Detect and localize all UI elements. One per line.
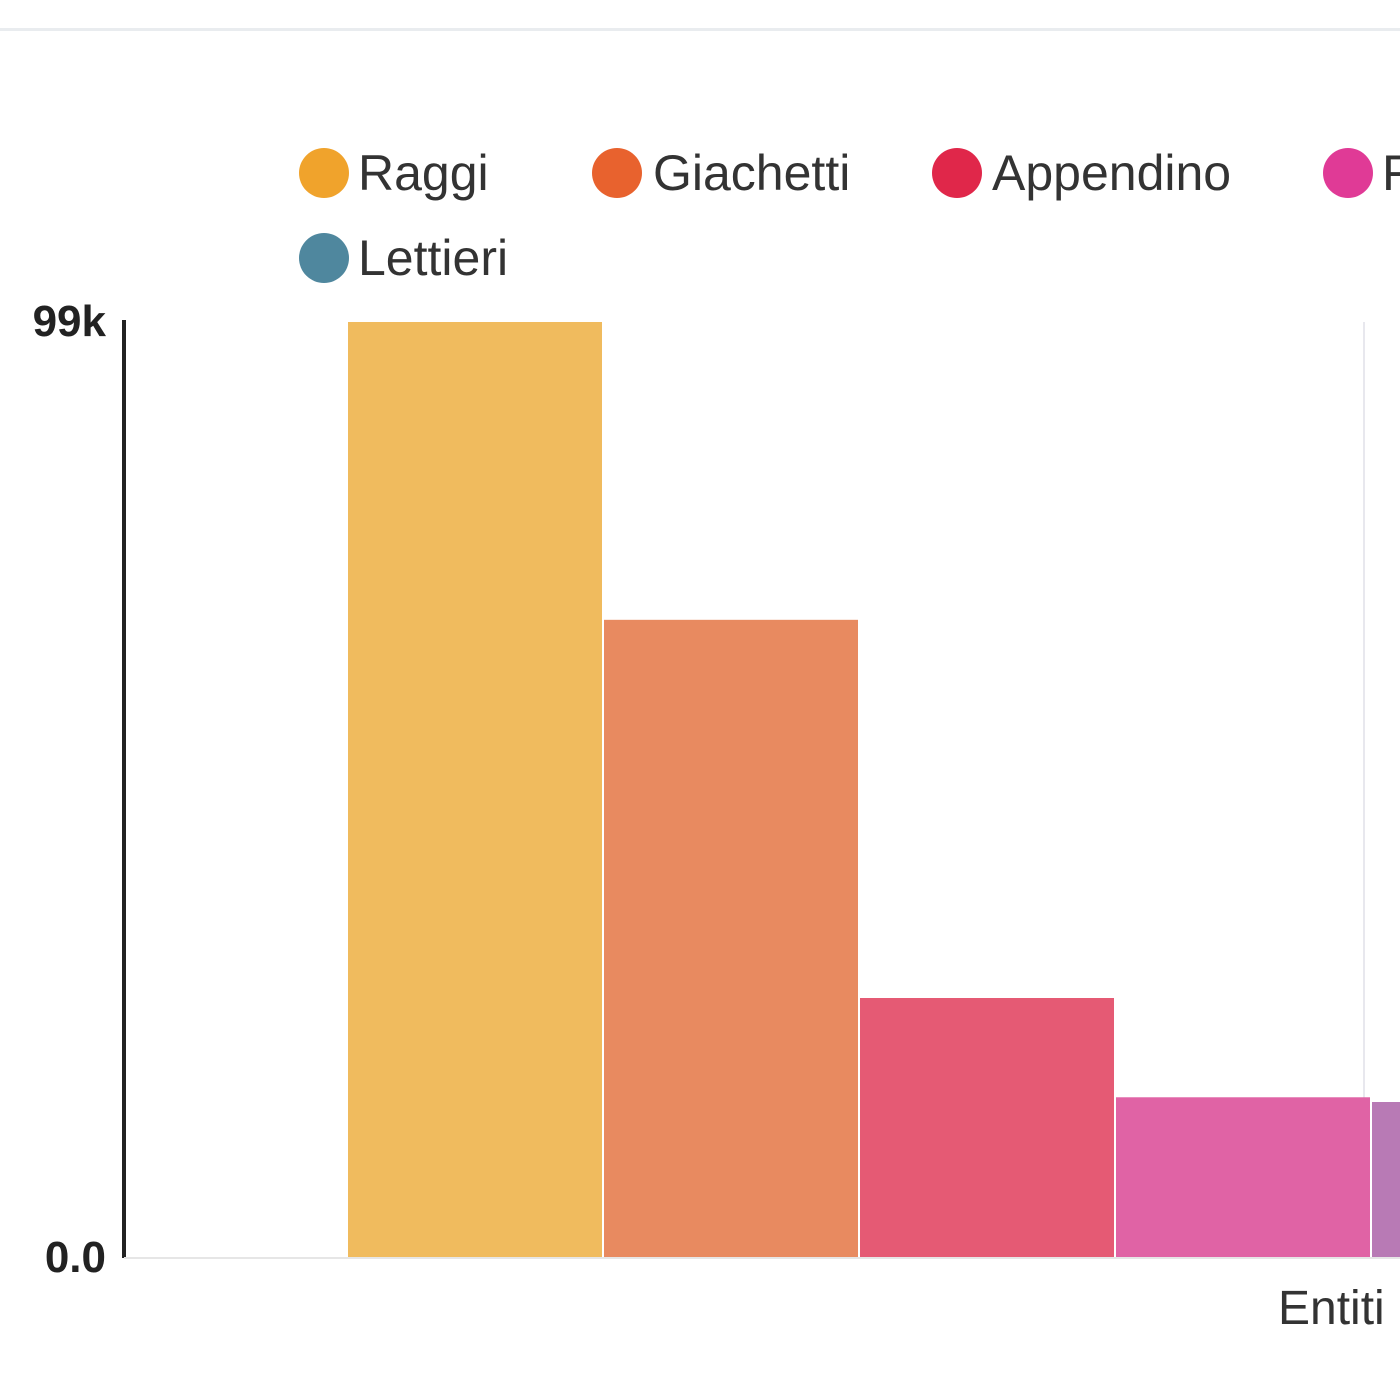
bar-fassina[interactable]	[1116, 1097, 1370, 1258]
legend-item-giachetti[interactable]: Giachetti	[592, 145, 850, 201]
bar-raggi[interactable]	[348, 322, 602, 1258]
bars-group	[348, 322, 1400, 1258]
legend-label-lettieri: Lettieri	[358, 230, 508, 286]
legend-label-fassina: F	[1382, 145, 1400, 201]
y-tick-label-max: 99k	[33, 297, 107, 346]
legend-swatch-lettieri	[299, 233, 349, 283]
legend-item-raggi[interactable]: Raggi	[299, 145, 489, 201]
legend-swatch-fassina	[1323, 148, 1373, 198]
legend-swatch-giachetti	[592, 148, 642, 198]
legend-label-giachetti: Giachetti	[653, 145, 850, 201]
top-divider	[0, 28, 1400, 31]
bar-appendino[interactable]	[860, 998, 1114, 1258]
legend-swatch-appendino	[932, 148, 982, 198]
legend-item-appendino[interactable]: Appendino	[932, 145, 1231, 201]
legend-item-fassina[interactable]: F	[1323, 145, 1400, 201]
legend-label-appendino: Appendino	[992, 145, 1231, 201]
bar-giachetti[interactable]	[604, 619, 858, 1258]
x-axis-label: Entiti	[1278, 1282, 1385, 1335]
bar-lettieri[interactable]	[1372, 1102, 1400, 1258]
legend-label-raggi: Raggi	[358, 145, 489, 201]
legend: Raggi Giachetti Appendino F Lettieri	[299, 145, 1400, 286]
legend-item-lettieri[interactable]: Lettieri	[299, 230, 508, 286]
legend-swatch-raggi	[299, 148, 349, 198]
y-tick-label-min: 0.0	[45, 1233, 106, 1282]
